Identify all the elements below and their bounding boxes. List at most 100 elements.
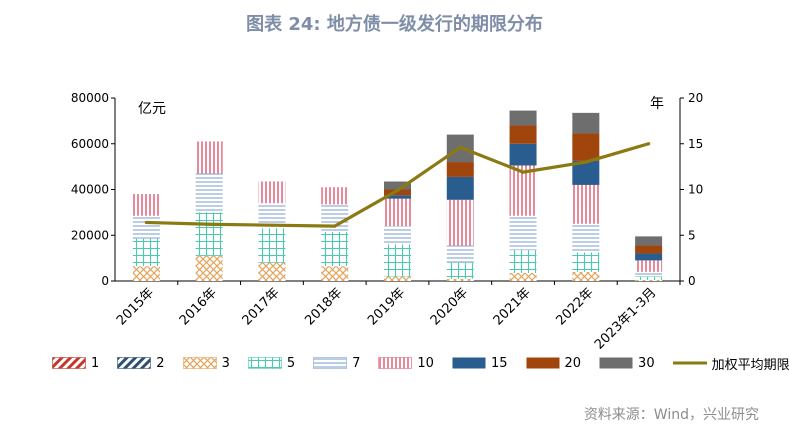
bar-segment-7 <box>321 204 349 232</box>
legend-label: 20 <box>564 355 582 371</box>
bar-segment-7 <box>195 173 223 213</box>
bar-segment-3 <box>572 271 600 281</box>
x-tick-label: 2022年 <box>553 285 596 328</box>
legend-swatch-rect <box>52 357 86 369</box>
bar-segment-15 <box>446 176 474 200</box>
bar-segment-10 <box>384 198 411 227</box>
bar-segment-7 <box>384 226 411 245</box>
bar-segment-3 <box>321 266 349 281</box>
bar-segment-10 <box>509 165 537 216</box>
legend-swatch-rect <box>452 357 486 369</box>
left-tick-label: 60000 <box>71 137 109 151</box>
legend-label: 30 <box>638 355 655 371</box>
bar-segment-7 <box>132 215 160 239</box>
left-tick-label: 0 <box>101 274 109 288</box>
source-note: 资料来源：Wind，兴业研究 <box>583 407 759 423</box>
bar-segment-3 <box>132 266 160 281</box>
legend-swatch <box>52 357 86 369</box>
x-tick-label: 2015年 <box>114 285 157 328</box>
bar-segment-10 <box>635 260 663 272</box>
right-tick-label: 15 <box>688 137 703 151</box>
x-tick-label: 2019年 <box>365 285 408 328</box>
bar-segment-5 <box>195 212 223 256</box>
bar-segment-5 <box>572 252 600 272</box>
legend-label: 2 <box>156 355 165 371</box>
x-tick-label: 2021年 <box>491 285 534 328</box>
line-point <box>458 145 462 150</box>
legend-swatch-rect <box>599 357 633 369</box>
legend-swatch <box>452 357 486 369</box>
line-point <box>584 160 588 164</box>
x-tick-label: 2018年 <box>302 285 345 328</box>
bar-segment-20 <box>384 189 411 196</box>
right-axis-unit: 年 <box>650 96 664 112</box>
bar-segment-10 <box>572 184 600 224</box>
legend-swatch-rect <box>182 357 217 369</box>
bar-segment-10 <box>446 199 474 246</box>
x-tick-label: 2023年1-3月 <box>592 285 659 350</box>
legend-item-15: 15 <box>452 356 508 371</box>
legend-item-30: 30 <box>599 356 655 371</box>
bar-segment-7 <box>635 271 663 277</box>
bar-segment-3 <box>195 255 223 281</box>
legend-swatch-rect <box>248 357 282 369</box>
legend-swatch-rect <box>378 357 413 369</box>
legend-label: 7 <box>352 355 361 371</box>
bar-segment-30 <box>384 181 411 190</box>
legend-item-1: 1 <box>52 356 99 371</box>
bar-segment-10 <box>321 187 349 205</box>
legend-swatch <box>378 357 413 369</box>
bar-segment-5 <box>509 250 537 273</box>
bar-segment-3 <box>384 276 411 281</box>
legend: 1 2 3 5 7 10 15 20 30 加权平均期限(rhs) <box>52 350 789 376</box>
legend-swatch-rect <box>117 357 152 369</box>
line-point <box>207 222 211 226</box>
legend-label: 加权平均期限(rhs) <box>711 357 789 373</box>
right-tick-label: 10 <box>688 183 703 197</box>
bar-segment-3 <box>258 262 286 281</box>
left-tick-label: 40000 <box>71 183 109 197</box>
bar-segment-30 <box>635 236 663 246</box>
x-tick-label: 2016年 <box>177 285 220 328</box>
legend-item-5: 5 <box>248 356 295 371</box>
bar-segment-7 <box>446 245 474 263</box>
left-tick-label: 20000 <box>71 228 109 242</box>
line-point <box>395 188 400 193</box>
bar-segment-15 <box>509 143 537 166</box>
legend-swatch <box>526 357 559 369</box>
bar-segment-5 <box>635 276 663 280</box>
bar-segment-15 <box>635 253 663 261</box>
bar-segment-5 <box>446 262 474 279</box>
legend-item-10: 10 <box>378 356 434 371</box>
bar-segment-7 <box>509 215 537 251</box>
line-point <box>333 224 337 228</box>
legend-swatch <box>599 357 633 369</box>
left-tick-label: 80000 <box>71 91 109 105</box>
legend-item-3: 3 <box>182 356 230 371</box>
bar-segment-30 <box>572 112 600 134</box>
legend-swatch <box>248 357 282 369</box>
x-tick-label: 2020年 <box>428 285 471 328</box>
bar-segment-20 <box>446 162 474 177</box>
bar-segment-3 <box>509 272 537 281</box>
line-point <box>144 220 148 225</box>
bar-segment-5 <box>321 231 349 267</box>
bar-segment-5 <box>384 244 411 277</box>
chart-canvas: 0 20000 40000 60000 80000 0 5 10 15 20 2015年 2016年 2… <box>71 91 703 350</box>
bar-segment-15 <box>384 195 411 199</box>
bar-segment-10 <box>258 181 286 204</box>
legend-label: 5 <box>286 355 296 371</box>
line-point <box>270 223 274 227</box>
bar-segment-20 <box>572 133 600 161</box>
legend-swatch-rect <box>313 357 347 369</box>
legend-item-2: 2 <box>117 355 165 371</box>
legend-swatch <box>672 361 707 365</box>
bar-segment-20 <box>635 245 663 254</box>
left-axis-unit: 亿元 <box>138 101 166 117</box>
bar-segment-10 <box>195 141 223 174</box>
right-tick-label: 5 <box>688 228 696 242</box>
bar-segment-7 <box>572 223 600 253</box>
right-tick-label: 20 <box>688 91 703 105</box>
bar-segment-5 <box>132 238 160 267</box>
bar-segment-3 <box>446 278 474 281</box>
